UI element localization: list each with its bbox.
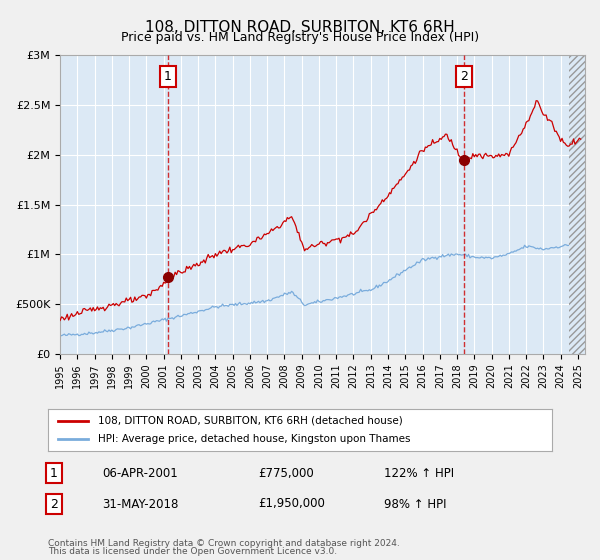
Bar [569, 55, 585, 353]
Text: 122% ↑ HPI: 122% ↑ HPI [384, 466, 454, 480]
Text: 31-MAY-2018: 31-MAY-2018 [102, 497, 178, 511]
Text: 108, DITTON ROAD, SURBITON, KT6 6RH (detached house): 108, DITTON ROAD, SURBITON, KT6 6RH (det… [98, 416, 403, 426]
Text: 108, DITTON ROAD, SURBITON, KT6 6RH: 108, DITTON ROAD, SURBITON, KT6 6RH [145, 20, 455, 35]
Text: 1: 1 [164, 70, 172, 83]
Text: 2: 2 [460, 70, 468, 83]
Text: HPI: Average price, detached house, Kingston upon Thames: HPI: Average price, detached house, King… [98, 434, 411, 444]
Text: This data is licensed under the Open Government Licence v3.0.: This data is licensed under the Open Gov… [48, 547, 337, 556]
Text: £775,000: £775,000 [258, 466, 314, 480]
Text: 06-APR-2001: 06-APR-2001 [102, 466, 178, 480]
Text: Contains HM Land Registry data © Crown copyright and database right 2024.: Contains HM Land Registry data © Crown c… [48, 539, 400, 548]
Text: Price paid vs. HM Land Registry's House Price Index (HPI): Price paid vs. HM Land Registry's House … [121, 31, 479, 44]
Text: 1: 1 [50, 466, 58, 480]
Text: £1,950,000: £1,950,000 [258, 497, 325, 511]
Text: 98% ↑ HPI: 98% ↑ HPI [384, 497, 446, 511]
Text: 2: 2 [50, 497, 58, 511]
